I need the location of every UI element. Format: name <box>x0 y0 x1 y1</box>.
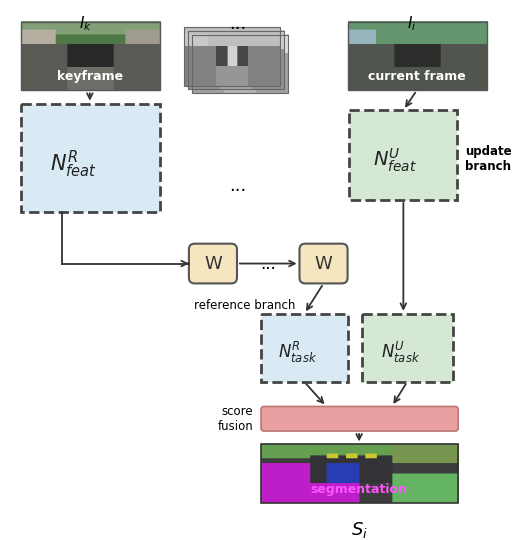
Text: reference branch: reference branch <box>194 299 295 312</box>
Text: $I_i$: $I_i$ <box>407 15 417 33</box>
Text: $N^U_{task}$: $N^U_{task}$ <box>381 340 420 366</box>
Text: keyframe: keyframe <box>57 70 123 83</box>
Text: segmentation: segmentation <box>310 483 408 496</box>
Bar <box>347 22 487 90</box>
Text: W: W <box>204 255 222 273</box>
Text: $S_i$: $S_i$ <box>350 520 368 540</box>
Bar <box>192 35 288 93</box>
Text: current frame: current frame <box>368 70 466 83</box>
Text: $N^R_{task}$: $N^R_{task}$ <box>278 340 317 366</box>
Bar <box>349 110 457 200</box>
Text: update
branch: update branch <box>465 145 512 173</box>
Bar <box>21 22 160 90</box>
Bar <box>184 27 280 86</box>
Text: score
fusion: score fusion <box>217 405 253 433</box>
Bar <box>261 444 458 503</box>
Text: ...: ... <box>260 254 276 273</box>
Text: ...: ... <box>229 177 246 195</box>
Text: $I_k$: $I_k$ <box>79 15 92 33</box>
FancyBboxPatch shape <box>189 244 237 284</box>
Bar <box>188 31 284 90</box>
Text: ...: ... <box>229 15 246 32</box>
Bar <box>261 314 347 382</box>
FancyBboxPatch shape <box>300 244 347 284</box>
Text: $N^R_{feat}$: $N^R_{feat}$ <box>50 148 97 180</box>
FancyBboxPatch shape <box>261 407 458 431</box>
Bar <box>362 314 453 382</box>
Text: $N^U_{feat}$: $N^U_{feat}$ <box>373 147 417 174</box>
Bar <box>21 104 160 212</box>
Text: W: W <box>315 255 332 273</box>
